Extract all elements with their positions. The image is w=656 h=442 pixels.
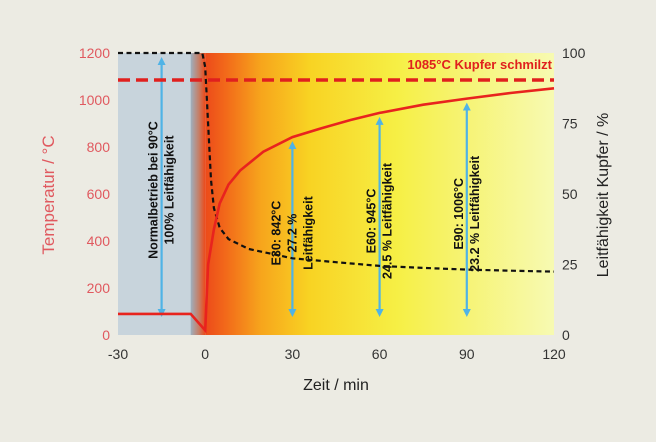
- melting-point-label: 1085°C Kupfer schmilzt: [407, 57, 552, 72]
- annotation-text: E60: 945°C: [365, 189, 379, 254]
- fire-transition-zone: [190, 53, 206, 335]
- annotation-text: 24.5 % Leitfähigkeit: [381, 162, 395, 279]
- x-tick-label: -30: [108, 346, 128, 362]
- y-right-tick-label: 75: [562, 116, 578, 132]
- y-right-tick-label: 0: [562, 327, 570, 343]
- y-left-tick-label: 200: [87, 280, 111, 296]
- y-axis-left-label: Temperatur / °C: [39, 135, 58, 254]
- x-axis-label: Zeit / min: [303, 377, 369, 394]
- y-right-tick-label: 25: [562, 257, 578, 273]
- bottom-axis-ticks: -30 0 30 60 90 120: [108, 346, 566, 362]
- temperature-series-line: [118, 87, 555, 334]
- y-right-tick-label: 50: [562, 186, 578, 202]
- conductivity-series-line: [118, 51, 555, 273]
- annotation-arrows: [157, 57, 471, 317]
- y-left-tick-label: 1000: [79, 92, 110, 108]
- annotation-text: 23.2 % Leitfähigkeit: [468, 155, 482, 272]
- annotation-text: E30: 842°C: [269, 201, 283, 266]
- left-axis-ticks: 0 200 400 600 800 1000 1200: [79, 45, 110, 343]
- annotation-text: Leitfähigkeit: [301, 195, 315, 269]
- annotation-labels: Normalbetrieb bei 90°C 100% Leitfähigkeit…: [147, 121, 482, 279]
- x-tick-label: 120: [542, 346, 566, 362]
- y-left-tick-label: 800: [87, 139, 111, 155]
- x-tick-label: 90: [459, 346, 475, 362]
- x-tick-label: 0: [201, 346, 209, 362]
- y-left-tick-label: 1200: [79, 45, 110, 61]
- annotation-text: 100% Leitfähigkeit: [163, 135, 177, 245]
- right-axis-ticks: 0 25 50 75 100: [562, 45, 586, 343]
- annotation-text: Normalbetrieb bei 90°C: [147, 121, 161, 259]
- y-left-tick-label: 0: [102, 327, 110, 343]
- x-tick-label: 30: [285, 346, 301, 362]
- y-axis-right-label: Leitfähigkeit Kupfer / %: [595, 113, 612, 278]
- y-right-tick-label: 100: [562, 45, 586, 61]
- y-left-tick-label: 400: [87, 233, 111, 249]
- y-left-tick-label: 600: [87, 186, 111, 202]
- x-tick-label: 60: [372, 346, 388, 362]
- annotation-text: 27.2 %: [285, 214, 299, 253]
- annotation-text: E90: 1006°C: [452, 178, 466, 250]
